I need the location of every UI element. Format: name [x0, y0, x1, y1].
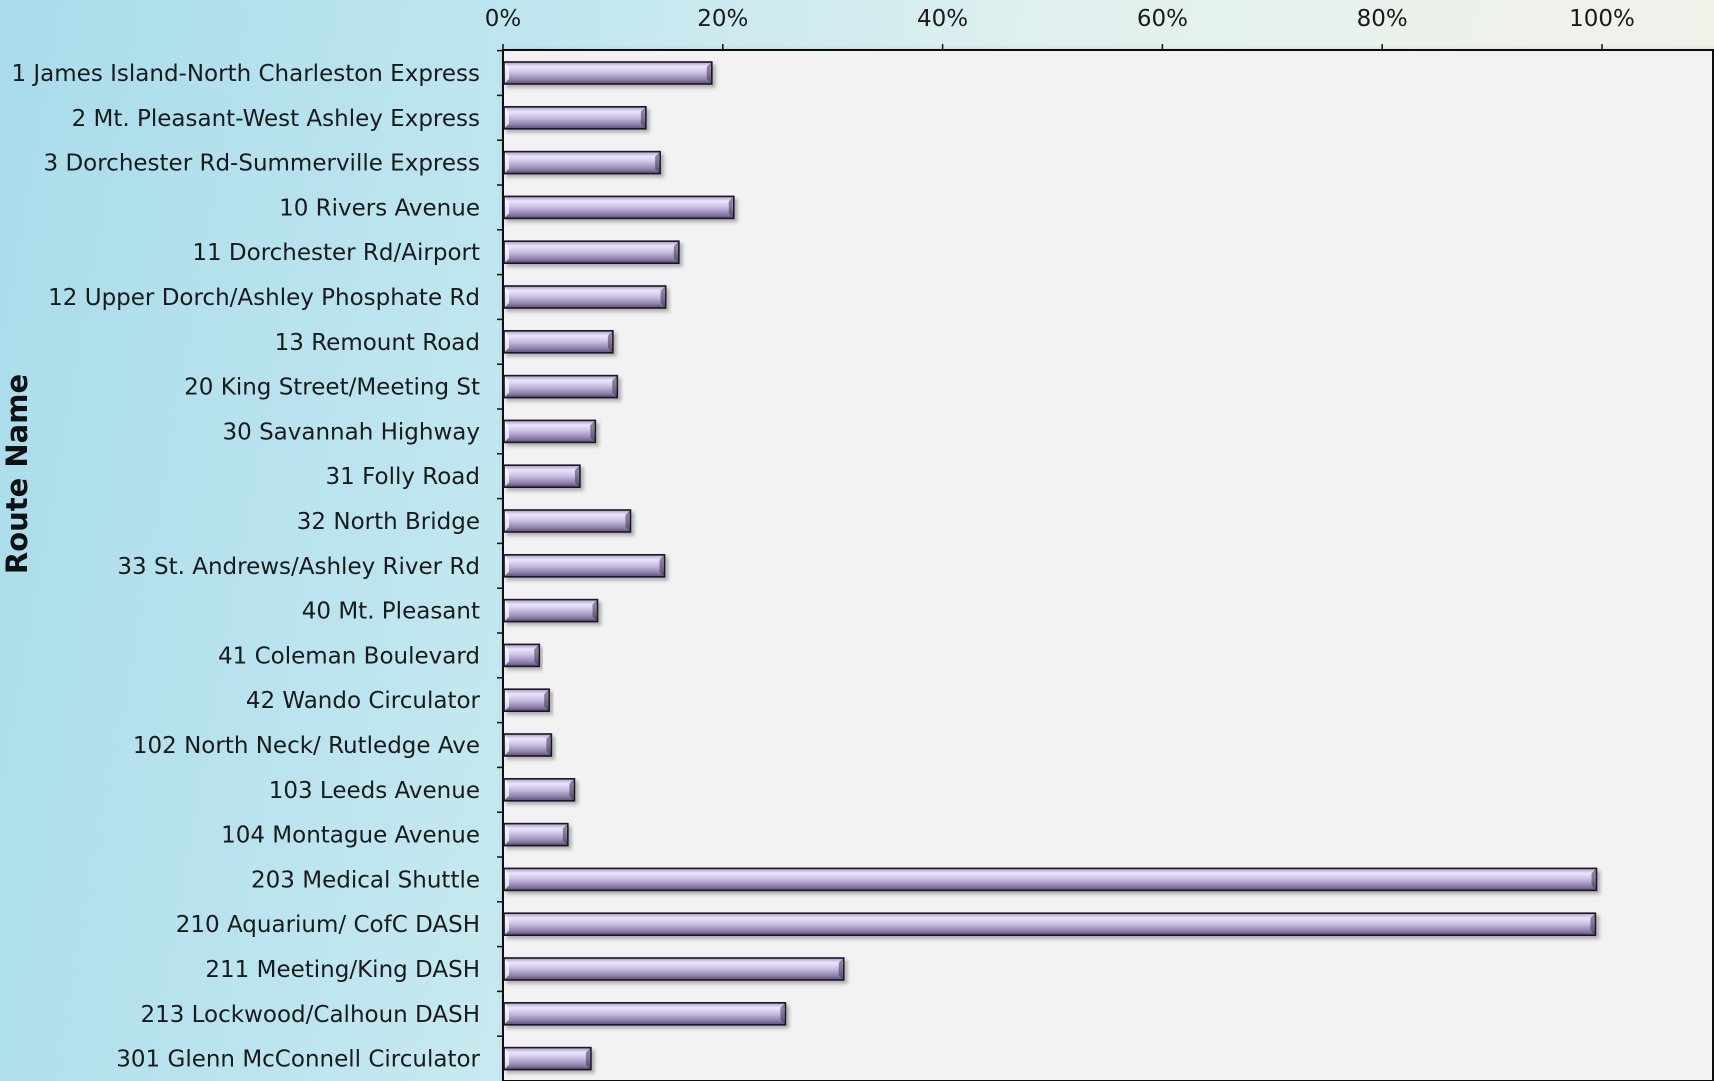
category-label: 103 Leeds Avenue — [269, 778, 480, 804]
category-label: 301 Glenn McConnell Circulator — [116, 1047, 480, 1073]
category-label: 20 King Street/Meeting St — [184, 375, 480, 401]
x-tick-label: 20% — [697, 6, 748, 32]
category-label: 210 Aquarium/ CofC DASH — [176, 912, 480, 938]
x-axis: 0% 20% 40% 60% 80% 100% — [485, 6, 1635, 50]
category-label: 102 North Neck/ Rutledge Ave — [133, 733, 480, 759]
category-label: 1 James Island-North Charleston Express — [11, 61, 480, 87]
x-tick-label: 0% — [485, 6, 522, 32]
category-label: 13 Remount Road — [275, 330, 480, 356]
category-label: 12 Upper Dorch/Ashley Phosphate Rd — [48, 285, 480, 311]
category-label: 213 Lockwood/Calhoun DASH — [140, 1002, 480, 1028]
category-label: 104 Montague Avenue — [221, 823, 480, 849]
category-label: 40 Mt. Pleasant — [302, 599, 480, 625]
x-tick-label: 60% — [1137, 6, 1188, 32]
bar — [503, 106, 647, 130]
category-label: 10 Rivers Avenue — [279, 195, 480, 221]
bar — [503, 464, 581, 489]
bar — [503, 777, 576, 802]
category-label: 33 St. Andrews/Ashley River Rd — [117, 554, 480, 580]
bar — [503, 1046, 592, 1071]
bar — [503, 733, 553, 757]
bar — [503, 419, 597, 444]
bar — [503, 240, 680, 264]
bar — [503, 957, 845, 981]
bar — [503, 285, 667, 309]
bar — [503, 1001, 787, 1026]
y-axis: 1 James Island-North Charleston Express 2… — [11, 49, 503, 1073]
category-label: 3 Dorchester Rd-Summerville Express — [44, 151, 481, 177]
x-tick-label: 40% — [917, 6, 968, 32]
x-tick-label: 80% — [1357, 6, 1408, 32]
category-label: 41 Coleman Boulevard — [218, 643, 480, 669]
bar — [503, 912, 1597, 937]
category-label: 211 Meeting/King DASH — [205, 957, 480, 983]
bar — [503, 643, 541, 668]
bar — [503, 509, 632, 533]
bar — [503, 553, 666, 578]
bar — [503, 822, 569, 847]
bar — [503, 61, 713, 85]
bar — [503, 195, 735, 220]
category-label: 11 Dorchester Rd/Airport — [192, 240, 480, 266]
bar — [503, 374, 619, 399]
bar — [503, 150, 661, 175]
category-label: 2 Mt. Pleasant-West Ashley Express — [72, 106, 480, 132]
bar — [503, 598, 599, 623]
plot-area — [502, 49, 1714, 1081]
category-label: 203 Medical Shuttle — [251, 867, 480, 893]
category-label: 31 Folly Road — [326, 464, 480, 490]
y-axis-title: Route Name — [0, 374, 34, 574]
bar — [503, 329, 614, 354]
x-tick-label: 100% — [1569, 6, 1635, 32]
bar — [503, 867, 1598, 892]
category-label: 32 North Bridge — [297, 509, 480, 535]
category-label: 42 Wando Circulator — [246, 688, 481, 714]
bars — [503, 61, 1598, 1071]
bar — [503, 688, 550, 713]
category-label: 30 Savannah Highway — [223, 419, 481, 445]
